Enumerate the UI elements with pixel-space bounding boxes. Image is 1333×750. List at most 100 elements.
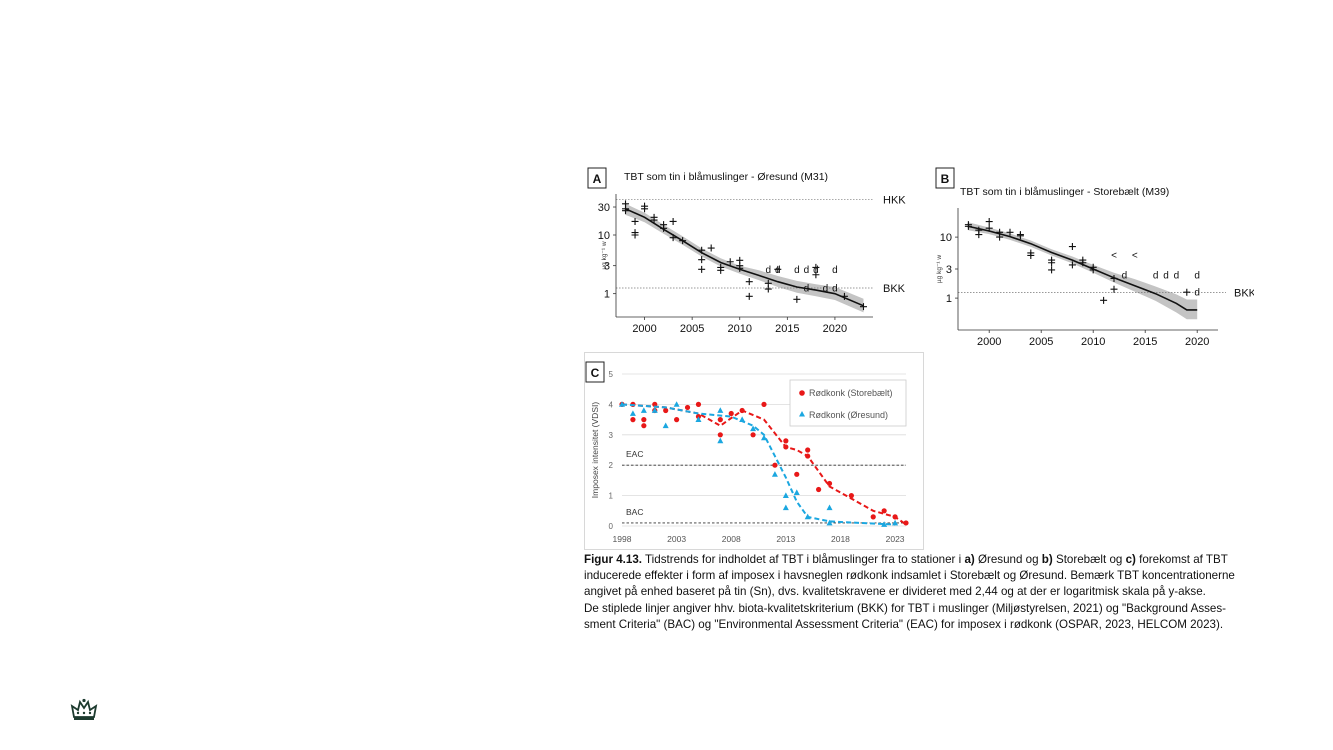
data-point-plus: [1027, 251, 1035, 259]
crown-icon: [70, 698, 98, 722]
data-point-plus: [726, 258, 734, 266]
trend-line: [968, 225, 1198, 311]
data-point: [717, 417, 723, 423]
data-point: [717, 407, 724, 413]
data-point: [826, 504, 833, 511]
series-trend-line: [621, 403, 896, 526]
data-point: [816, 486, 822, 493]
reference-line-label: BKK: [883, 283, 906, 295]
data-point-less-than: <: [1111, 250, 1117, 261]
caption-line-4: De stiplede linjer angiver hhv. biota-kv…: [584, 601, 1227, 615]
reference-line-label: BKK: [1234, 288, 1254, 300]
x-tick-label: 2005: [1029, 336, 1053, 346]
legend-box: [789, 379, 907, 427]
data-point: [739, 407, 745, 414]
data-point-plus: [985, 224, 993, 232]
data-point-plus: [1110, 285, 1118, 293]
data-point-plus: [717, 266, 725, 274]
data-point: [619, 401, 625, 407]
panel-letter: A: [593, 172, 602, 186]
data-point: [892, 514, 898, 520]
data-point-plus: [1079, 259, 1087, 267]
data-point-plus: [1048, 266, 1056, 274]
data-point-plus: [1100, 296, 1108, 304]
y-axis-label: Imposex intensitet (VDSI): [590, 402, 600, 499]
data-point: [652, 401, 658, 407]
data-point: [761, 434, 767, 441]
data-point-plus: [698, 256, 706, 264]
data-point: [848, 493, 854, 499]
data-point-plus: [641, 205, 649, 213]
data-point: [794, 471, 800, 477]
panel-letter-box: [585, 361, 605, 383]
reference-line-label: EAC: [626, 449, 643, 459]
data-point: [674, 417, 680, 423]
data-point: [782, 492, 789, 498]
data-point: [892, 519, 899, 526]
x-tick-label: 2005: [680, 323, 704, 335]
y-tick-label: 4: [609, 400, 614, 409]
data-point-below-detection: d: [1163, 270, 1169, 281]
data-point-below-detection: d: [766, 265, 772, 276]
legend-label: Rødkonk (Øresund): [809, 410, 888, 420]
data-point-plus: [698, 246, 706, 254]
data-point: [793, 489, 800, 495]
chart-title: TBT som tin i blåmuslinger - Storebælt (…: [960, 186, 1169, 198]
data-point-below-detection: d: [823, 283, 829, 294]
data-point-below-detection: d: [804, 283, 810, 294]
data-point: [662, 422, 669, 429]
x-tick-label: 2010: [1081, 336, 1105, 346]
data-point-plus: [1048, 259, 1056, 267]
panel-letter: C: [591, 366, 600, 380]
data-point: [641, 417, 647, 423]
data-point-plus: [707, 244, 715, 252]
data-point-plus: [774, 265, 782, 273]
data-point-plus: [985, 218, 993, 226]
data-point-plus: [859, 303, 867, 311]
data-point-plus: [1016, 232, 1024, 240]
data-point-below-detection: d: [832, 265, 838, 276]
y-axis-label: µg kg⁻¹ w: [936, 255, 943, 283]
panel-letter-box: [587, 167, 607, 189]
data-point: [629, 410, 636, 416]
x-tick-label: 2015: [1133, 336, 1157, 346]
data-point: [641, 423, 647, 429]
data-point-below-detection: d: [1194, 288, 1200, 299]
x-tick-label: 2000: [977, 336, 1001, 346]
data-point: [717, 437, 724, 444]
x-tick-label: 2013: [776, 534, 795, 544]
data-point: [695, 401, 702, 407]
y-tick-label: 3: [946, 264, 952, 276]
data-point-below-detection: d: [1194, 270, 1200, 281]
data-point-plus: [793, 295, 801, 303]
y-tick-label: 10: [940, 232, 952, 244]
data-point-below-detection: d: [794, 265, 800, 276]
x-tick-label: 2008: [722, 534, 741, 544]
chart-panel-b: B TBT som tin i blåmuslinger - Storebælt …: [934, 164, 1254, 346]
confidence-band: [625, 203, 864, 313]
data-point: [804, 513, 811, 520]
data-point: [903, 520, 909, 526]
panel-letter-box: [935, 167, 955, 189]
y-tick-label: 10: [598, 230, 610, 242]
caption-ref-b: b): [1041, 553, 1053, 566]
data-point: [663, 407, 669, 414]
data-point: [805, 453, 811, 459]
data-point-plus: [679, 237, 687, 245]
data-point: [783, 438, 789, 444]
data-point-plus: [631, 217, 639, 225]
y-tick-label: 2: [609, 461, 614, 470]
y-axis-label: µg kg⁻¹ w: [601, 241, 608, 269]
legend-marker: [799, 411, 805, 417]
caption-ref-a: a): [964, 553, 975, 566]
data-point: [771, 471, 778, 477]
data-point-plus: [964, 222, 972, 230]
caption-text: Tidstrends for indholdet af TBT i blåmus…: [645, 553, 965, 566]
data-point: [673, 401, 680, 407]
data-point: [881, 521, 888, 527]
data-point-plus: [840, 292, 848, 300]
x-tick-label: 2020: [1185, 336, 1209, 346]
data-point-plus: [736, 264, 744, 272]
data-point: [750, 432, 756, 438]
y-tick-label: 3: [604, 261, 610, 273]
